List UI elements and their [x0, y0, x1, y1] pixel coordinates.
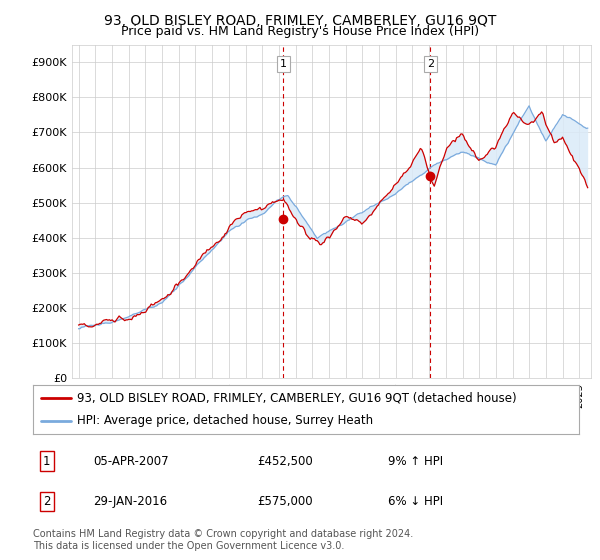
Text: 93, OLD BISLEY ROAD, FRIMLEY, CAMBERLEY, GU16 9QT: 93, OLD BISLEY ROAD, FRIMLEY, CAMBERLEY,…	[104, 14, 496, 28]
Text: £575,000: £575,000	[257, 495, 313, 508]
Text: Contains HM Land Registry data © Crown copyright and database right 2024.
This d: Contains HM Land Registry data © Crown c…	[33, 529, 413, 551]
Text: 1: 1	[280, 59, 287, 69]
Text: 6% ↓ HPI: 6% ↓ HPI	[388, 495, 443, 508]
Text: 2: 2	[427, 59, 434, 69]
Text: 1: 1	[43, 455, 50, 468]
Text: 29-JAN-2016: 29-JAN-2016	[93, 495, 167, 508]
Text: 2: 2	[43, 495, 50, 508]
Text: £452,500: £452,500	[257, 455, 313, 468]
Text: 9% ↑ HPI: 9% ↑ HPI	[388, 455, 443, 468]
Text: Price paid vs. HM Land Registry's House Price Index (HPI): Price paid vs. HM Land Registry's House …	[121, 25, 479, 38]
Text: 05-APR-2007: 05-APR-2007	[93, 455, 169, 468]
Text: 93, OLD BISLEY ROAD, FRIMLEY, CAMBERLEY, GU16 9QT (detached house): 93, OLD BISLEY ROAD, FRIMLEY, CAMBERLEY,…	[77, 391, 517, 404]
Text: HPI: Average price, detached house, Surrey Heath: HPI: Average price, detached house, Surr…	[77, 414, 373, 427]
